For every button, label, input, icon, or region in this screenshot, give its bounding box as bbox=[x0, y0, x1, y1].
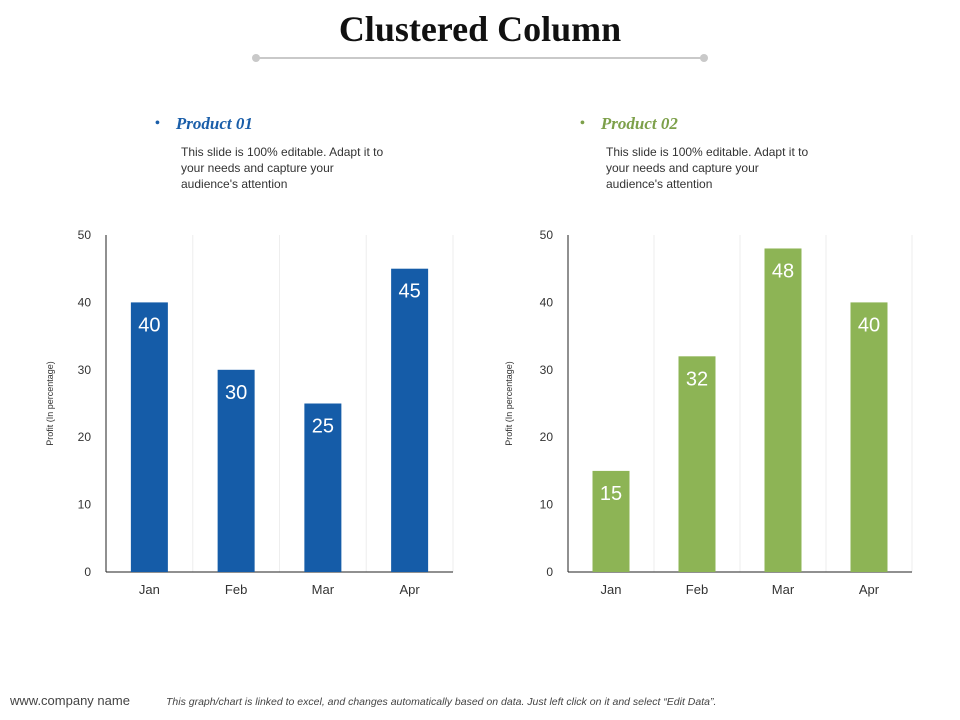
y-tick-label: 0 bbox=[84, 565, 91, 579]
data-label: 25 bbox=[312, 416, 334, 438]
y-tick-label: 20 bbox=[540, 430, 554, 444]
data-label: 45 bbox=[399, 281, 421, 303]
y-tick-label: 0 bbox=[546, 565, 553, 579]
product-02-legend: • Product 02 This slide is 100% editable… bbox=[580, 114, 820, 192]
product-02-description: This slide is 100% editable. Adapt it to… bbox=[606, 145, 809, 191]
data-label: 48 bbox=[772, 260, 794, 282]
bar-jan[interactable] bbox=[592, 470, 630, 572]
footer-note: This graph/chart is linked to excel, and… bbox=[166, 696, 717, 708]
data-label: 40 bbox=[858, 314, 880, 336]
product-01-legend: • Product 01 This slide is 100% editable… bbox=[155, 114, 395, 192]
data-label: 40 bbox=[138, 314, 160, 336]
bar-apr[interactable] bbox=[391, 268, 429, 572]
bar-feb[interactable] bbox=[678, 356, 716, 572]
y-tick-label: 30 bbox=[540, 363, 554, 377]
x-tick-label: Jan bbox=[601, 582, 622, 597]
y-axis-label: Profit (In percentage) bbox=[45, 361, 55, 446]
bar-apr[interactable] bbox=[850, 302, 888, 572]
x-tick-label: Feb bbox=[225, 582, 247, 597]
product-01-title: Product 01 bbox=[175, 114, 253, 133]
y-tick-label: 10 bbox=[540, 498, 554, 512]
title-divider bbox=[252, 54, 708, 62]
bullet-icon: • bbox=[155, 116, 160, 131]
y-tick-label: 50 bbox=[78, 228, 92, 242]
y-tick-label: 30 bbox=[78, 363, 92, 377]
bar-mar[interactable] bbox=[764, 248, 802, 573]
product-02-chart[interactable]: 0 10 20 30 40 50 Profit (In percentage) 15 Jan 32… bbox=[495, 220, 925, 610]
data-label: 30 bbox=[225, 382, 247, 404]
y-tick-label: 10 bbox=[78, 498, 92, 512]
divider-dot-left bbox=[252, 54, 260, 62]
page-title: Clustered Column bbox=[338, 9, 622, 49]
y-tick-label: 20 bbox=[78, 430, 92, 444]
bar-mar[interactable] bbox=[304, 403, 342, 573]
y-tick-label: 50 bbox=[540, 228, 554, 242]
y-axis-label: Profit (In percentage) bbox=[504, 361, 514, 446]
x-tick-label: Mar bbox=[772, 582, 795, 597]
x-tick-label: Jan bbox=[139, 582, 160, 597]
x-tick-label: Feb bbox=[686, 582, 708, 597]
footer-company: www.company name bbox=[10, 693, 130, 708]
bullet-icon: • bbox=[580, 116, 585, 131]
product-01-description: This slide is 100% editable. Adapt it to… bbox=[181, 145, 384, 191]
product-02-title: Product 02 bbox=[600, 114, 678, 133]
x-tick-label: Mar bbox=[312, 582, 335, 597]
x-tick-label: Apr bbox=[859, 582, 880, 597]
x-tick-label: Apr bbox=[400, 582, 421, 597]
y-tick-label: 40 bbox=[78, 295, 92, 309]
y-tick-label: 40 bbox=[540, 295, 554, 309]
data-label: 32 bbox=[686, 368, 708, 390]
product-02-heading: • Product 02 bbox=[580, 114, 820, 134]
product-01-chart[interactable]: 0 10 20 30 40 50 Profit (In percentage) 40 Jan 30… bbox=[40, 220, 460, 610]
bar-feb[interactable] bbox=[217, 369, 255, 572]
divider-dot-right bbox=[700, 54, 708, 62]
product-01-heading: • Product 01 bbox=[155, 114, 395, 134]
data-label: 15 bbox=[600, 483, 622, 505]
bar-jan[interactable] bbox=[130, 302, 168, 572]
